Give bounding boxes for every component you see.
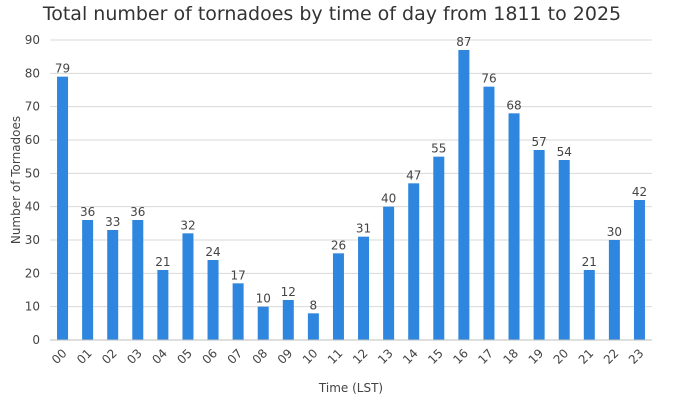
bar-20 [558, 160, 570, 340]
data-label-20: 54 [557, 145, 572, 159]
data-label-11: 26 [331, 238, 346, 252]
data-label-19: 57 [531, 135, 546, 149]
y-tick-label: 30 [25, 233, 40, 247]
data-label-05: 32 [180, 218, 195, 232]
x-tick-label-05: 05 [174, 346, 195, 367]
x-tick-label-11: 11 [325, 346, 346, 367]
bar-10 [307, 313, 319, 340]
x-tick-label-01: 01 [74, 346, 95, 367]
x-tick-label-04: 04 [149, 346, 170, 367]
data-label-16: 87 [456, 35, 471, 49]
y-tick-label: 80 [25, 66, 40, 80]
y-axis-title: Number of Tornadoes [9, 116, 23, 244]
bar-04 [157, 270, 169, 340]
x-tick-label-12: 12 [350, 346, 371, 367]
data-label-08: 10 [256, 292, 271, 306]
data-label-04: 21 [155, 255, 170, 269]
x-tick-label-17: 17 [475, 346, 496, 367]
y-tick-label: 90 [25, 33, 40, 47]
bar-23 [633, 200, 645, 340]
x-tick-label-22: 22 [601, 346, 622, 367]
bar-18 [508, 113, 520, 340]
x-tick-label-08: 08 [250, 346, 271, 367]
bar-21 [583, 270, 595, 340]
data-label-06: 24 [205, 245, 220, 259]
y-tick-label: 20 [25, 266, 40, 280]
data-label-07: 17 [230, 268, 245, 282]
x-tick-label-07: 07 [225, 346, 246, 367]
data-label-14: 47 [406, 168, 421, 182]
data-label-13: 40 [381, 192, 396, 206]
data-label-03: 36 [130, 205, 145, 219]
data-label-10: 8 [310, 298, 318, 312]
bar-08 [257, 306, 269, 340]
bar-17 [483, 86, 495, 341]
bar-02 [107, 230, 119, 340]
x-tick-label-23: 23 [626, 346, 647, 367]
bar-12 [358, 236, 370, 340]
bar-15 [433, 156, 445, 340]
x-tick-label-02: 02 [99, 346, 120, 367]
bar-09 [282, 300, 294, 340]
x-tick-label-20: 20 [551, 346, 572, 367]
x-tick-label-03: 03 [124, 346, 145, 367]
data-labels: 79 36 33 36 21 32 24 17 10 12 8 26 31 40 47 55 87 76 68 57 5… [55, 35, 647, 312]
bars [57, 50, 645, 341]
y-tick-label: 60 [25, 133, 40, 147]
y-tick-label: 50 [25, 166, 40, 180]
x-tick-label-06: 06 [199, 346, 220, 367]
x-tick-label-15: 15 [425, 346, 446, 367]
bar-06 [207, 260, 219, 340]
data-label-00: 79 [55, 62, 70, 76]
data-label-18: 68 [506, 98, 521, 112]
gridlines [50, 39, 652, 308]
chart-title: Total number of tornadoes by time of day… [42, 3, 621, 25]
x-tick-label-18: 18 [500, 346, 521, 367]
x-tick-label-13: 13 [375, 346, 396, 367]
y-tick-label: 0 [32, 333, 40, 347]
data-label-02: 33 [105, 215, 120, 229]
y-tick-label: 40 [25, 200, 40, 214]
data-label-01: 36 [80, 205, 95, 219]
data-label-21: 21 [582, 255, 597, 269]
x-tick-label-21: 21 [576, 346, 597, 367]
y-tick-label: 10 [25, 300, 40, 314]
bar-22 [608, 240, 620, 340]
bar-00 [57, 76, 69, 341]
x-tick-label-00: 00 [49, 346, 70, 367]
y-axis-ticks: 0 10 20 30 40 50 60 70 80 90 [25, 33, 40, 347]
data-label-23: 42 [632, 185, 647, 199]
data-label-22: 30 [607, 225, 622, 239]
bar-07 [232, 283, 244, 340]
bar-01 [82, 220, 94, 340]
bar-19 [533, 150, 545, 340]
x-axis-title: Time (LST) [318, 381, 383, 395]
bar-03 [132, 220, 144, 340]
data-label-12: 31 [356, 222, 371, 236]
y-tick-label: 70 [25, 100, 40, 114]
bar-13 [383, 206, 395, 340]
x-tick-label-19: 19 [526, 346, 547, 367]
bar-11 [332, 253, 344, 340]
x-axis-ticks: 00 01 02 03 04 05 06 07 08 09 10 11 12 13 14 15 16 17 18 19… [49, 346, 647, 367]
data-label-15: 55 [431, 142, 446, 156]
x-tick-label-14: 14 [400, 346, 421, 367]
bar-14 [408, 183, 420, 340]
x-tick-label-16: 16 [450, 346, 471, 367]
bar-16 [458, 50, 470, 340]
data-label-17: 76 [481, 72, 496, 86]
x-tick-label-09: 09 [275, 346, 296, 367]
data-label-09: 12 [281, 285, 296, 299]
x-tick-label-10: 10 [300, 346, 321, 367]
bar-05 [182, 233, 194, 340]
